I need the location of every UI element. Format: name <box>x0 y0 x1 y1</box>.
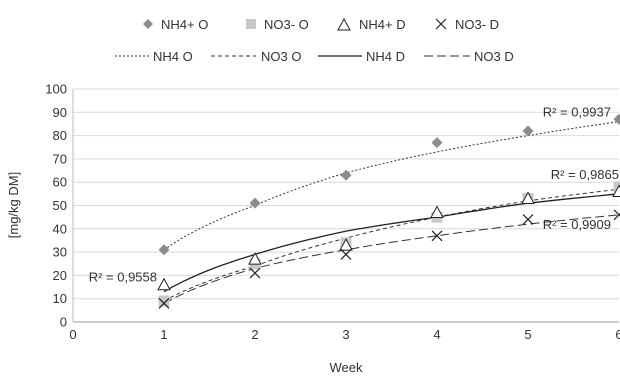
y-tick-label: 60 <box>53 175 67 190</box>
x-tick-label: 1 <box>160 327 167 342</box>
point-nh4plus-o <box>522 125 534 137</box>
point-nh4plus-d <box>612 184 620 198</box>
r2-label: R² = 0,9937 <box>543 105 611 120</box>
legend-no3-d-label: NO3- D <box>455 17 499 32</box>
y-tick-label: 40 <box>53 221 67 236</box>
legend-no3-o-trend-label: NO3 O <box>261 49 301 64</box>
point-no3minus-d <box>158 297 170 309</box>
legend-no3-o-label: NO3- O <box>264 17 309 32</box>
point-no3minus-d <box>613 209 620 221</box>
y-tick-label: 90 <box>53 105 67 120</box>
point-no3minus-o <box>613 181 620 193</box>
x-tick-label: 6 <box>615 327 620 342</box>
trendline-no3-o <box>163 188 620 302</box>
point-nh4plus-o <box>158 244 170 256</box>
point-nh4plus-o <box>249 197 261 209</box>
legend-markers: NH4+ O NO3- O NH4+ D NO3- D <box>143 17 499 32</box>
y-tick-label: 20 <box>53 268 67 283</box>
point-nh4plus-d <box>430 205 444 218</box>
legend-nh4-d-label: NH4+ D <box>359 17 406 32</box>
point-no3minus-d <box>431 230 443 242</box>
x-tick-label: 5 <box>524 327 531 342</box>
x-tick-label: 0 <box>69 327 76 342</box>
legend-trendlines: NH4 O NO3 O NH4 D NO3 D <box>115 49 514 64</box>
point-no3minus-d <box>249 267 261 279</box>
point-nh4plus-o <box>613 113 620 125</box>
gridlines <box>73 88 619 300</box>
r2-labels: R² = 0,9937 R² = 0,9865 R² = 0,9558 R² = 0,… <box>89 105 619 285</box>
legend-nh4-o-label: NH4+ O <box>161 17 208 32</box>
point-no3minus-d <box>340 249 352 260</box>
point-nh4plus-o <box>431 137 443 149</box>
point-nh4plus-d <box>339 238 353 251</box>
x-axis-label: Week <box>330 360 363 375</box>
y-axis-label: [mg/kg DM] <box>6 172 21 238</box>
legend-no3-d-marker <box>435 18 447 30</box>
legend-nh4-d-marker <box>337 17 351 31</box>
legend-nh4-d-trend-label: NH4 D <box>366 49 405 64</box>
trendline-nh4-o <box>163 121 620 251</box>
legend-nh4-o-marker <box>143 19 153 29</box>
trendlines <box>163 121 620 304</box>
trendline-no3-d <box>163 214 620 304</box>
legend-no3-o-marker <box>246 19 256 29</box>
x-tick-label: 2 <box>251 327 258 342</box>
point-nh4plus-o <box>340 169 352 181</box>
point-nh4plus-d <box>521 191 535 205</box>
data-points <box>157 113 620 309</box>
y-tick-label: 0 <box>60 315 67 330</box>
point-no3minus-o <box>158 295 170 307</box>
y-tick-label: 100 <box>45 82 67 97</box>
r2-label: R² = 0,9558 <box>89 270 157 285</box>
legend: NH4+ O NO3- O NH4+ D NO3- D NH4 O NO3 O … <box>115 17 514 64</box>
y-tick-label: 10 <box>53 291 67 306</box>
point-nh4plus-d <box>157 277 171 291</box>
legend-no3-d-trend-label: NO3 D <box>474 49 514 64</box>
r2-label: R² = 0,9865 <box>551 167 619 182</box>
y-tick-label: 80 <box>53 128 67 143</box>
legend-nh4-o-trend-label: NH4 O <box>153 49 193 64</box>
trendline-nh4-d <box>163 193 620 293</box>
point-no3minus-d <box>522 214 534 225</box>
y-tick-label: 70 <box>53 151 67 166</box>
r2-label: R² = 0,9909 <box>543 217 611 232</box>
y-tick-label: 30 <box>53 245 67 260</box>
point-nh4plus-d <box>248 252 262 265</box>
y-tick-label: 50 <box>53 198 67 213</box>
x-tick-label: 3 <box>342 327 349 342</box>
x-tick-label: 4 <box>433 327 440 342</box>
axes: 0 10 20 30 40 50 60 70 80 90 100 0 1 2 3 4 5 6 <box>45 82 620 343</box>
